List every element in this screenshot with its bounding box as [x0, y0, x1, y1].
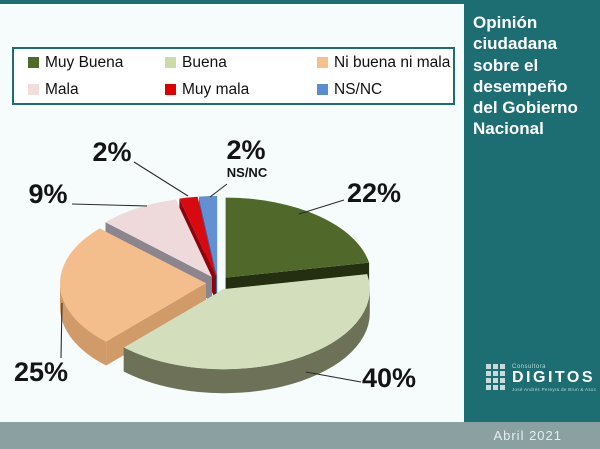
pie-slice-ns-nc: [198, 195, 218, 276]
pct-label-muy-buena: 22%: [347, 178, 401, 208]
leader-line-muy-mala: [133, 161, 189, 197]
grid-of-squares-icon: [486, 364, 505, 390]
leader-line-ni-buena-ni-mala: [60, 302, 63, 359]
legend-swatch-muy-mala: [165, 84, 176, 95]
footer-date: Abril 2021: [493, 428, 562, 443]
legend-swatch-ns-nc: [317, 84, 328, 95]
legend-label-muy-mala: Muy mala: [182, 80, 250, 98]
logo-subtitle: José Andrés Pereyra de Brun & Asoc: [512, 386, 597, 392]
legend-label-ns-nc: NS/NC: [334, 80, 383, 98]
legend-item-ns-nc: NS/NC: [317, 82, 453, 98]
legend-label-ni-buena-ni-mala: Ni buena ni mala: [334, 53, 451, 71]
legend-label-muy-buena: Muy Buena: [45, 53, 124, 71]
pie-slice-mala: [105, 199, 212, 277]
legend-label-mala: Mala: [45, 80, 79, 98]
legend-swatch-muy-buena: [28, 57, 39, 68]
sidebar: Opinión ciudadana sobre el desempeño del…: [464, 0, 600, 422]
pct-label-muy-mala: 2%: [92, 137, 131, 167]
legend-item-mala: Mala: [28, 82, 165, 98]
legend-item-buena: Buena: [165, 55, 317, 71]
legend-item-ni-buena-ni-mala: Ni buena ni mala: [317, 55, 453, 71]
legend-item-muy-mala: Muy mala: [165, 82, 317, 98]
leader-line-mala: [71, 203, 148, 207]
pie-slice-muy-mala: [179, 196, 216, 277]
pct-label-ns-nc: 2%: [226, 135, 265, 165]
logo-text: Consultora DIGITOS José Andrés Pereyra d…: [512, 364, 596, 392]
top-accent-strip: [0, 0, 464, 4]
leader-line-ns-nc: [209, 183, 228, 198]
pie-slice-rim-buena: [123, 289, 370, 394]
callout-note-ns-nc: NS/NC: [227, 165, 268, 180]
pie-slice-buena: [123, 274, 370, 370]
legend-swatch-mala: [28, 84, 39, 95]
pie-slice-muy-buena: [225, 197, 370, 278]
leader-line-buena: [305, 371, 362, 383]
legend: Muy Buena Buena Ni buena ni mala Mala Muy ma…: [12, 47, 455, 105]
pie-chart: 22%40%25%9%2% 2%NS/NC: [14, 135, 416, 394]
legend-swatch-buena: [165, 57, 176, 68]
logo-consultora: Consultora: [512, 364, 547, 370]
legend-swatch-ni-buena-ni-mala: [317, 57, 328, 68]
logo-digitos: DIGITOS: [512, 369, 595, 386]
pct-label-ni-buena-ni-mala: 25%: [14, 357, 68, 387]
pct-label-buena: 40%: [362, 363, 416, 393]
footer-bar: Abril 2021: [0, 422, 600, 449]
leader-line-muy-buena: [298, 199, 345, 215]
legend-item-muy-buena: Muy Buena: [28, 55, 165, 71]
pct-label-mala: 9%: [28, 179, 67, 209]
legend-label-buena: Buena: [182, 53, 227, 71]
pie-slice-rim-ni-buena-ni-mala: [60, 283, 107, 366]
digitos-logo: Consultora DIGITOS José Andrés Pereyra d…: [486, 364, 596, 392]
chart-title: Opinión ciudadana sobre el desempeño del…: [473, 13, 578, 139]
pie-slice-ni-buena-ni-mala: [60, 228, 206, 342]
